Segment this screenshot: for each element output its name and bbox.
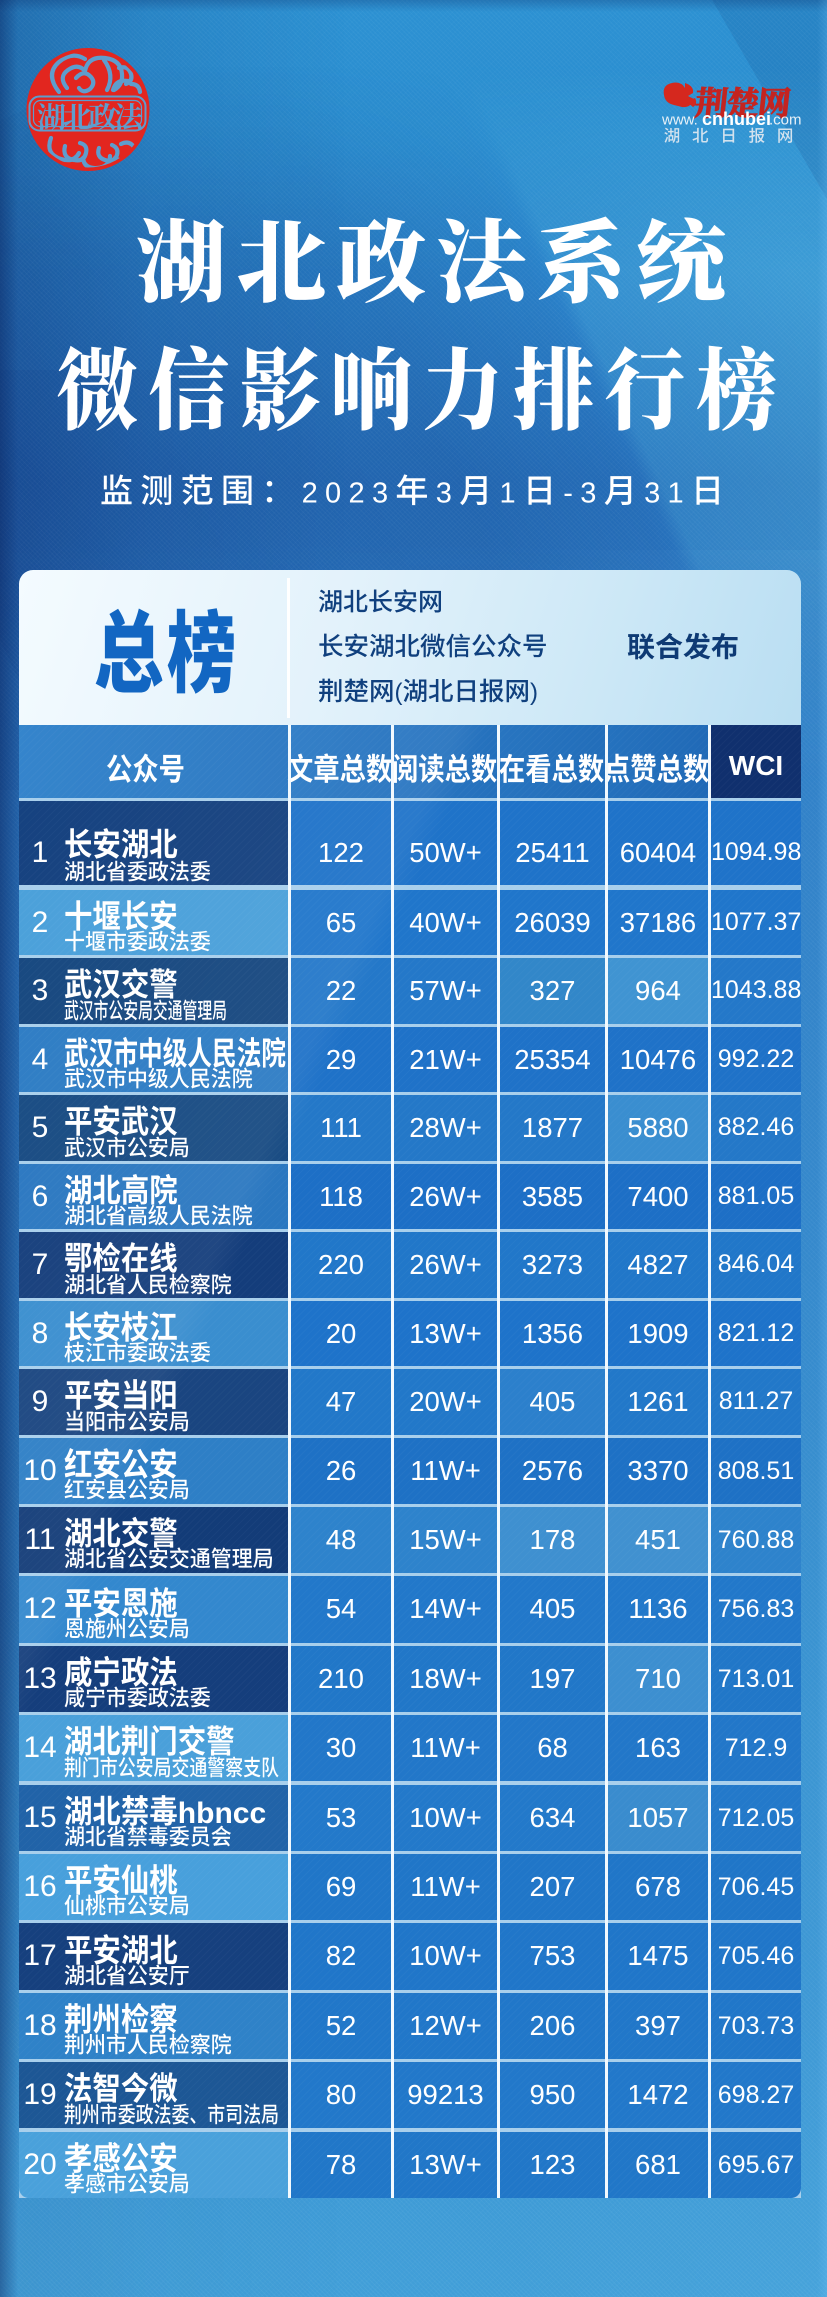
svg-text:(: ( [395, 679, 403, 706]
svg-text:1: 1 [500, 477, 523, 509]
svg-text:31: 31 [644, 477, 691, 509]
svg-text:hbncc: hbncc [178, 1797, 266, 1830]
svg-text:-3: -3 [563, 477, 603, 509]
svg-text:): ) [530, 679, 538, 706]
svg-text:www.: www. [661, 112, 698, 129]
svg-text:.com: .com [769, 112, 802, 129]
svg-text:cnhubei: cnhubei [702, 109, 771, 129]
svg-text:3: 3 [436, 477, 459, 509]
svg-text:2023: 2023 [302, 477, 396, 509]
